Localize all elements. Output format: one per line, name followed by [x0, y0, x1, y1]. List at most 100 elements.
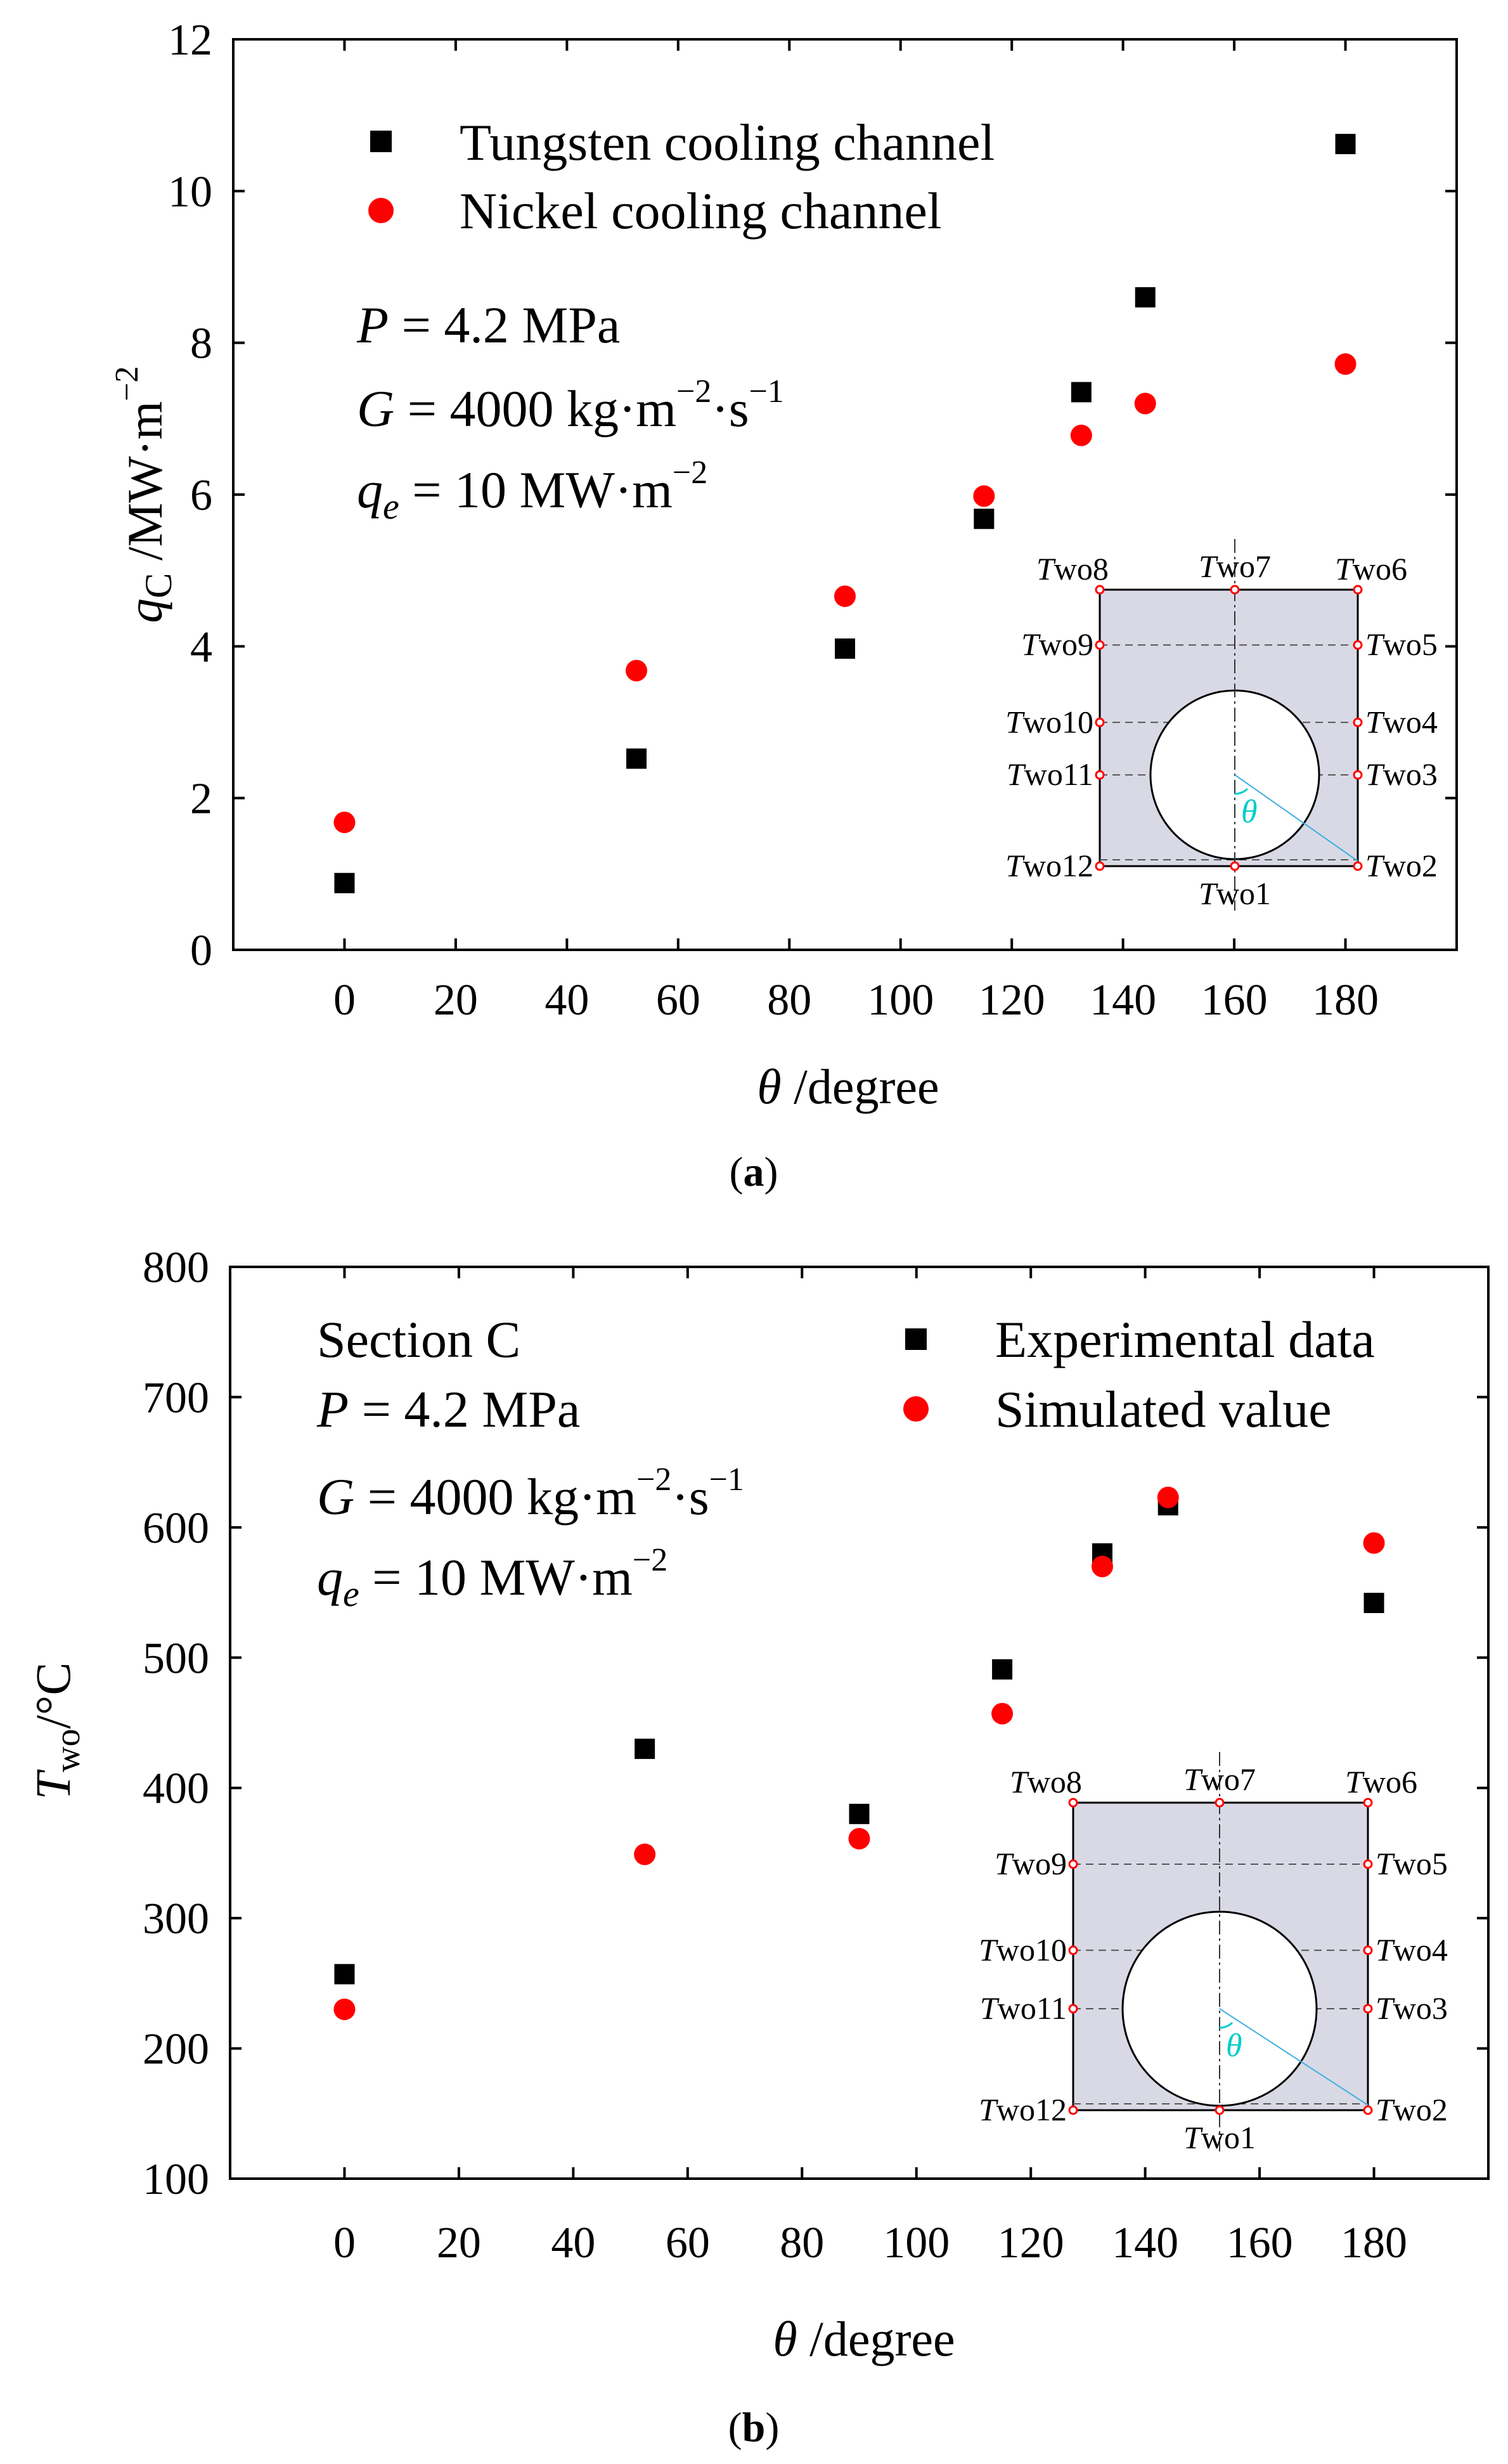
chart-b-inset-probe-marker [1215, 1798, 1225, 1808]
chart-a-inset-probe-marker [1230, 585, 1240, 595]
chart-a-point-series0 [974, 509, 995, 529]
chart-b-legend: Experimental data Simulated value [903, 1311, 1375, 1438]
chart-a-inset-probe-marker [1353, 717, 1363, 727]
chart-b-point-series1 [333, 1998, 356, 2020]
chart-b-legend-label-simulated: Simulated value [995, 1380, 1332, 1438]
chart-b-inset-probe-marker [1068, 1945, 1078, 1955]
chart-a-point-series0 [1335, 134, 1356, 155]
chart-b-inset-probe-marker [1068, 1798, 1078, 1808]
chart-a-y-tick-label: 2 [190, 775, 212, 824]
chart-a-point-series1 [626, 659, 648, 682]
chart-a-inset-probe-marker [1353, 640, 1363, 650]
chart-b-point-series0 [334, 1964, 355, 1985]
chart-b-param-heat-flux: qe = 10 MW·m−2 [317, 1542, 667, 1614]
chart-b-point-series1 [1091, 1555, 1113, 1578]
chart-a-point-series1 [973, 485, 995, 507]
chart-b-x-tick-label: 160 [1227, 2219, 1293, 2267]
chart-a-x-tick-label: 160 [1201, 976, 1268, 1025]
chart-a-legend: Tungsten cooling channel Nickel cooling … [368, 113, 995, 240]
chart-b-point-series1 [634, 1843, 656, 1865]
chart-b-x-tick-label: 140 [1112, 2219, 1178, 2267]
chart-b-x-tick-label: 40 [551, 2219, 595, 2267]
chart-a-legend-marker-tungsten [370, 131, 392, 152]
chart-b-caption: (b) [728, 2404, 780, 2451]
chart-b-param-mass-flux: G = 4000 kg·m−2·s−1 [317, 1462, 744, 1526]
chart-a-inset-probe-marker [1095, 770, 1105, 780]
chart-a-inset-probe-label: Two1 [1199, 876, 1271, 911]
chart-a-inset-probe-label: Two10 [1005, 704, 1093, 739]
chart-a-inset-probe-marker [1230, 861, 1240, 871]
chart-b-inset-probe-marker [1363, 2105, 1373, 2115]
chart-b: 100 200 300 400 500 600 700 800 0 20 40 60 80 100 120… [25, 1243, 1490, 2451]
chart-b-inset-probe-label: Two4 [1376, 1932, 1448, 1968]
chart-a-inset-probe-label: Two3 [1365, 756, 1438, 792]
chart-a-point-series0 [1071, 382, 1092, 403]
chart-a-inset-probe-label: Two12 [1005, 848, 1093, 883]
chart-b-inset-probe-label: Two1 [1183, 2120, 1256, 2155]
chart-b-point-series1 [1157, 1486, 1179, 1508]
chart-a-inset-probe-marker [1095, 717, 1105, 727]
chart-b-x-tick-label: 0 [333, 2219, 356, 2267]
chart-a-inset-probe-label: Two11 [1007, 756, 1093, 792]
chart-a-y-ticks: 0 2 4 6 8 10 12 [168, 16, 1457, 975]
chart-a-x-tick-label: 120 [979, 976, 1045, 1025]
chart-b-inset-probe-label: Two3 [1376, 1990, 1448, 2026]
chart-b-inset-probe-label: Two11 [980, 1990, 1067, 2026]
chart-a-x-tick-label: 80 [767, 976, 811, 1025]
chart-b-y-tick-label: 100 [143, 2155, 209, 2204]
chart-a-x-tick-label: 40 [545, 976, 589, 1025]
chart-a-y-tick-label: 12 [168, 16, 212, 65]
chart-a-point-series0 [1135, 287, 1156, 308]
chart-b-y-tick-label: 800 [143, 1243, 209, 1292]
chart-a-param-pressure: P = 4.2 MPa [356, 296, 620, 354]
chart-b-legend-label-experimental: Experimental data [995, 1311, 1375, 1368]
chart-b-inset-probe-label: Two5 [1376, 1846, 1448, 1881]
chart-b-y-tick-label: 500 [143, 1634, 209, 1683]
chart-b-inset-probe-label: Two10 [979, 1932, 1067, 1968]
chart-a-legend-label-tungsten: Tungsten cooling channel [460, 113, 995, 171]
chart-a-point-series1 [1070, 424, 1092, 446]
chart-a-y-tick-label: 0 [190, 926, 212, 975]
chart-a-data-points [333, 134, 1357, 893]
chart-a-inset-probe-marker [1353, 770, 1363, 780]
chart-b-inset-probe-label: Two9 [995, 1846, 1067, 1881]
chart-b-inset-probe-marker [1363, 2004, 1373, 2014]
chart-a-inset-angle-label: θ [1241, 794, 1258, 830]
chart-b-param-pressure: P = 4.2 MPa [316, 1380, 580, 1438]
chart-b-legend-marker-experimental [905, 1328, 927, 1350]
chart-a-param-heat-flux: qe = 10 MW·m−2 [357, 455, 707, 527]
chart-b-inset-probe-label: Two7 [1183, 1761, 1256, 1797]
chart-b-y-tick-label: 400 [143, 1765, 209, 1813]
chart-a-legend-label-nickel: Nickel cooling channel [460, 182, 942, 240]
chart-a-inset-probe-label: Two8 [1036, 551, 1109, 587]
chart-b-inset-probe-label: Two8 [1010, 1764, 1082, 1799]
chart-a-point-series1 [1134, 392, 1156, 415]
chart-b-y-tick-label: 200 [143, 2025, 209, 2074]
chart-b-inset-angle-arc [1219, 2021, 1234, 2029]
chart-a-param-mass-flux: G = 4000 kg·m−2·s−1 [357, 373, 784, 438]
chart-a-x-tick-label: 100 [867, 976, 934, 1025]
chart-b-y-tick-label: 700 [143, 1373, 209, 1422]
chart-b-inset-probe-marker [1215, 2105, 1225, 2115]
chart-a-inset-probe-label: Two6 [1335, 551, 1407, 587]
chart-b-x-tick-label: 80 [780, 2219, 824, 2267]
chart-a-inset-diagram: θ Two1 Two2 Two3 Two4 Two5 Two6 Two7 Two8 Two9 Two… [1005, 539, 1438, 911]
chart-a-inset-angle-arc [1234, 788, 1249, 795]
chart-a-y-axis-label: qC /MW·m−2 [109, 366, 179, 623]
chart-a-inset-probe-label: Two7 [1199, 548, 1271, 584]
chart-a-inset-probe-marker [1095, 861, 1105, 871]
chart-a-y-tick-label: 4 [190, 623, 212, 671]
chart-b-x-tick-label: 60 [666, 2219, 710, 2267]
chart-a-point-series0 [334, 872, 355, 893]
chart-b-inset-probe-marker [1068, 1859, 1078, 1869]
chart-b-inset-probe-label: Two12 [979, 2092, 1067, 2127]
chart-a-inset-probe-marker [1095, 640, 1105, 650]
chart-b-x-tick-label: 20 [437, 2219, 481, 2267]
chart-b-inset-probe-marker [1363, 1798, 1373, 1808]
chart-b-point-series0 [849, 1803, 870, 1824]
chart-a-point-series1 [834, 585, 856, 607]
chart-a-point-series1 [1334, 353, 1357, 375]
chart-b-point-series1 [1363, 1532, 1385, 1554]
chart-b-inset-probe-marker [1068, 2105, 1078, 2115]
